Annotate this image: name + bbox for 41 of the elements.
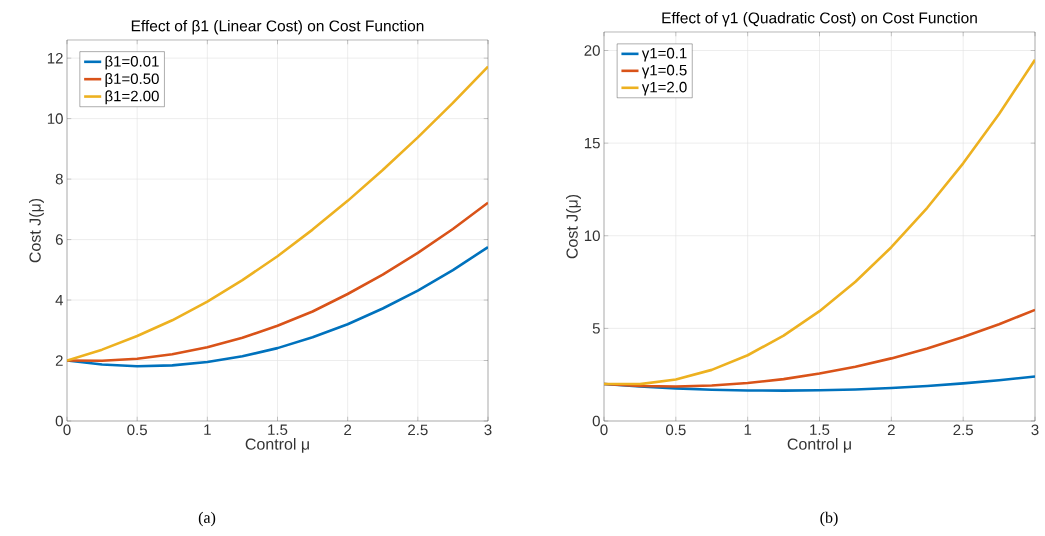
- x-tick-label: 1: [204, 424, 211, 435]
- y-tick-label: 10: [47, 113, 63, 124]
- legend-label: γ1=0.1: [641, 47, 687, 62]
- x-axis-title: Control μ: [787, 438, 851, 453]
- x-tick-label: 1.5: [268, 424, 288, 435]
- line-series: [67, 201, 488, 363]
- y-tick-label: 4: [55, 294, 64, 306]
- y-tick-label: 0: [55, 415, 63, 427]
- y-tick-label: 20: [584, 45, 600, 56]
- x-tick-label: 0.5: [665, 424, 686, 436]
- y-tick-label: 10: [584, 230, 600, 242]
- y-tick-label: 5: [592, 323, 600, 334]
- legend-label: β1=0.01: [105, 55, 159, 70]
- x-tick-label: 3: [484, 424, 492, 436]
- legend-label: β1=2.00: [105, 90, 159, 105]
- x-axis-title: Control μ: [245, 438, 309, 453]
- y-tick-label: 8: [55, 173, 63, 185]
- y-tick-label: 0: [592, 415, 600, 427]
- chart-title: Effect of β1 (Linear Cost) on Cost Function: [131, 20, 424, 35]
- chart-title: Effect of γ1 (Quadratic Cost) on Cost Function: [662, 12, 977, 27]
- x-tick-label: 2.5: [953, 424, 973, 436]
- x-tick-label: 2: [887, 424, 895, 436]
- y-tick-label: 12: [47, 52, 63, 64]
- text: (a): [198, 511, 216, 527]
- y-axis-title: Cost J(μ): [566, 194, 581, 259]
- x-tick-label: 1.5: [810, 424, 830, 435]
- x-tick-label: 1: [744, 424, 752, 435]
- y-tick-label: 15: [584, 137, 600, 149]
- x-tick-label: 3: [1031, 424, 1039, 436]
- y-tick-label: 6: [55, 234, 63, 245]
- x-tick-label: 0.5: [127, 424, 147, 436]
- legend-label: γ1=0.5: [641, 64, 687, 79]
- text: (b): [820, 511, 838, 527]
- x-tick-label: 0: [600, 424, 608, 436]
- x-tick-label: 2: [344, 424, 352, 436]
- x-tick-label: 0: [63, 424, 71, 436]
- x-tick-label: 2.5: [408, 424, 428, 436]
- legend-label: γ1=2.0: [641, 81, 687, 96]
- legend-label: β1=0.50: [105, 73, 159, 87]
- y-axis-title: Cost J(μ): [29, 198, 44, 263]
- y-tick-label: 2: [55, 355, 63, 366]
